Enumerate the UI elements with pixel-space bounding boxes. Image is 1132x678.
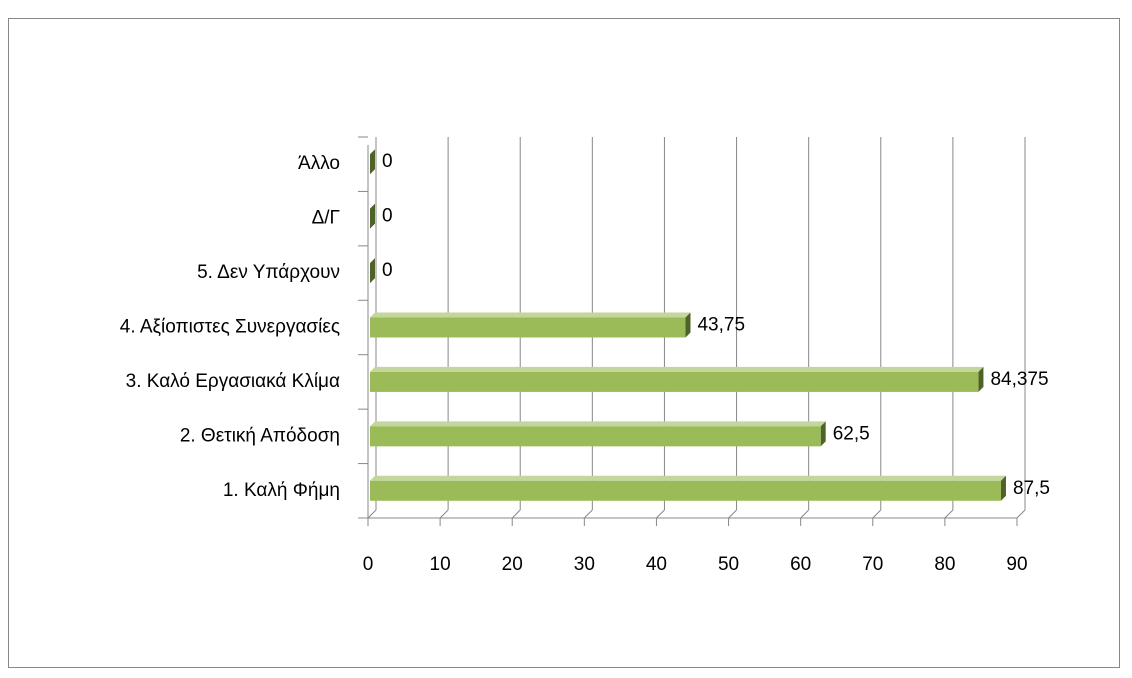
x-tick-label: 30 — [574, 554, 595, 575]
data-label: 0 — [382, 206, 393, 227]
bar — [370, 366, 984, 392]
bar — [370, 475, 1006, 501]
y-tick-label: 1. Καλή Φήμη — [223, 480, 340, 501]
bar — [370, 312, 691, 338]
x-tick-label: 20 — [502, 554, 523, 575]
chart-frame — [8, 18, 1120, 668]
data-label: 84,375 — [990, 369, 1048, 390]
x-tick-label: 90 — [1006, 554, 1027, 575]
bar — [370, 421, 826, 447]
x-tick-label: 0 — [363, 554, 374, 575]
data-label: 0 — [382, 260, 393, 281]
grid-floor — [1016, 509, 1026, 519]
data-label: 87,5 — [1013, 478, 1050, 499]
data-label: 43,75 — [697, 315, 745, 336]
grid-floor — [728, 509, 737, 519]
x-tick-label: 50 — [718, 554, 739, 575]
grid-floor — [583, 509, 593, 519]
bar — [370, 258, 375, 284]
x-tick-label: 60 — [790, 554, 811, 575]
grid-floor — [367, 509, 377, 519]
x-tick-label: 10 — [430, 554, 451, 575]
data-label: 62,5 — [833, 423, 870, 444]
x-tick-label: 80 — [934, 554, 955, 575]
grid-floor — [511, 509, 521, 519]
x-tick-label: 40 — [646, 554, 667, 575]
grid-floor — [872, 509, 882, 519]
y-tick-label: 4. Αξίοπιστες Συνεργασίες — [120, 317, 340, 338]
bar — [370, 203, 375, 229]
x-tick-label: 70 — [862, 554, 883, 575]
grid-floor — [656, 509, 665, 519]
y-tick-label: 5. Δεν Υπάρχουν — [197, 262, 340, 283]
grid-floor — [800, 509, 810, 519]
bar — [370, 149, 375, 175]
y-tick-label: 3. Καλό Εργασιακά Κλίμα — [126, 371, 340, 392]
grid-floor — [944, 509, 954, 519]
y-tick-label: 2. Θετική Απόδοση — [180, 425, 340, 446]
y-tick-label: Δ/Γ — [312, 208, 340, 229]
grid-floor — [439, 509, 449, 519]
data-label: 0 — [382, 151, 393, 172]
y-tick-label: Άλλο — [298, 153, 340, 174]
